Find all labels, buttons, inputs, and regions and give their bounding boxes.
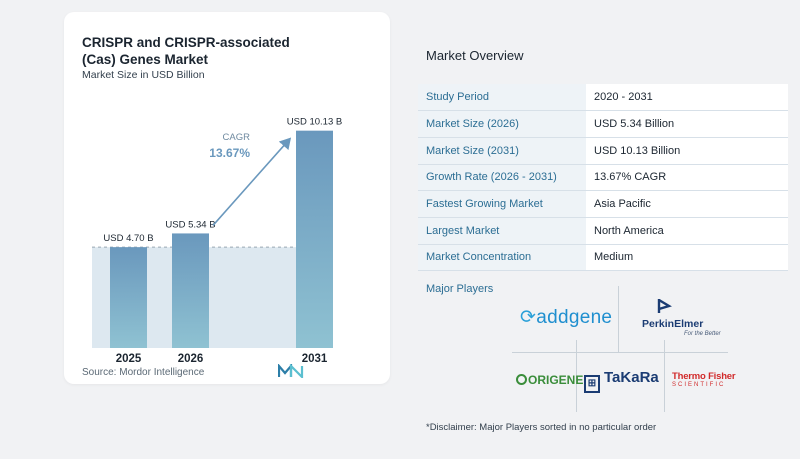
overview-key: Market Concentration <box>418 244 586 271</box>
overview-key: Fastest Growing Market <box>418 191 586 218</box>
overview-title: Market Overview <box>426 48 524 63</box>
logo-divider <box>618 286 619 352</box>
chart-subtitle: Market Size in USD Billion <box>82 69 205 81</box>
chart-title: CRISPR and CRISPR-associated (Cas) Genes… <box>82 34 322 68</box>
overview-row: Market Concentration Medium <box>418 244 788 271</box>
overview-key: Market Size (2026) <box>418 111 586 138</box>
x-tick-2026: 2026 <box>178 353 204 365</box>
thermofisher-label: Thermo Fisher <box>672 371 742 382</box>
data-label-2026: USD 5.34 B <box>165 219 215 230</box>
overview-value: 2020 - 2031 <box>586 84 788 111</box>
major-players-title: Major Players <box>426 283 493 295</box>
bar-2031 <box>296 131 333 348</box>
cagr-value: 13.67% <box>209 146 250 160</box>
mordor-logo-icon <box>278 364 304 378</box>
addgene-logo: ⟳addgene <box>520 306 612 329</box>
overview-value: USD 10.13 Billion <box>586 137 788 164</box>
data-label-2025: USD 4.70 B <box>103 233 153 244</box>
overview-value: USD 5.34 Billion <box>586 111 788 138</box>
overview-row: Market Size (2026) USD 5.34 Billion <box>418 111 788 138</box>
logo-divider <box>512 352 728 353</box>
overview-row: Market Size (2031) USD 10.13 Billion <box>418 137 788 164</box>
overview-value: 13.67% CAGR <box>586 164 788 191</box>
overview-row: Fastest Growing Market Asia Pacific <box>418 191 788 218</box>
overview-row: Study Period 2020 - 2031 <box>418 84 788 111</box>
overview-key: Market Size (2031) <box>418 137 586 164</box>
overview-row: Growth Rate (2026 - 2031) 13.67% CAGR <box>418 164 788 191</box>
thermofisher-sub: SCIENTIFIC <box>672 382 742 388</box>
chart-card: USD 4.70 B 2025 USD 5.34 B 2026 USD 10.13 B 2… <box>64 12 390 384</box>
disclaimer: *Disclaimer: Major Players sorted in no … <box>426 422 656 433</box>
origene-logo: ORIGENE <box>516 373 583 387</box>
x-tick-2025: 2025 <box>116 353 142 365</box>
thermofisher-logo: Thermo Fisher SCIENTIFIC <box>672 371 742 388</box>
overview-value: Medium <box>586 244 788 271</box>
overview-key: Study Period <box>418 84 586 111</box>
data-label-2031: USD 10.13 B <box>287 117 342 128</box>
perkinelmer-label: PerkinElmer <box>642 318 703 330</box>
cagr-label: CAGR <box>223 132 251 143</box>
takara-logo: ⊞ TaKaRa <box>584 369 659 393</box>
overview-key: Growth Rate (2026 - 2031) <box>418 164 586 191</box>
x-tick-2031: 2031 <box>302 353 328 365</box>
perkinelmer-icon <box>656 298 676 314</box>
overview-table: Study Period 2020 - 2031 Market Size (2026… <box>418 84 788 271</box>
chart-source: Source: Mordor Intelligence <box>82 367 204 378</box>
bar-2025 <box>110 247 147 348</box>
bar-2026 <box>172 233 209 348</box>
overview-row: Largest Market North America <box>418 217 788 244</box>
overview-panel: Market Overview Study Period 2020 - 2031 M… <box>408 0 800 459</box>
perkinelmer-tagline: For the Better <box>684 331 721 337</box>
logo-divider <box>664 340 665 412</box>
overview-key: Largest Market <box>418 217 586 244</box>
overview-value: Asia Pacific <box>586 191 788 218</box>
overview-value: North America <box>586 217 788 244</box>
